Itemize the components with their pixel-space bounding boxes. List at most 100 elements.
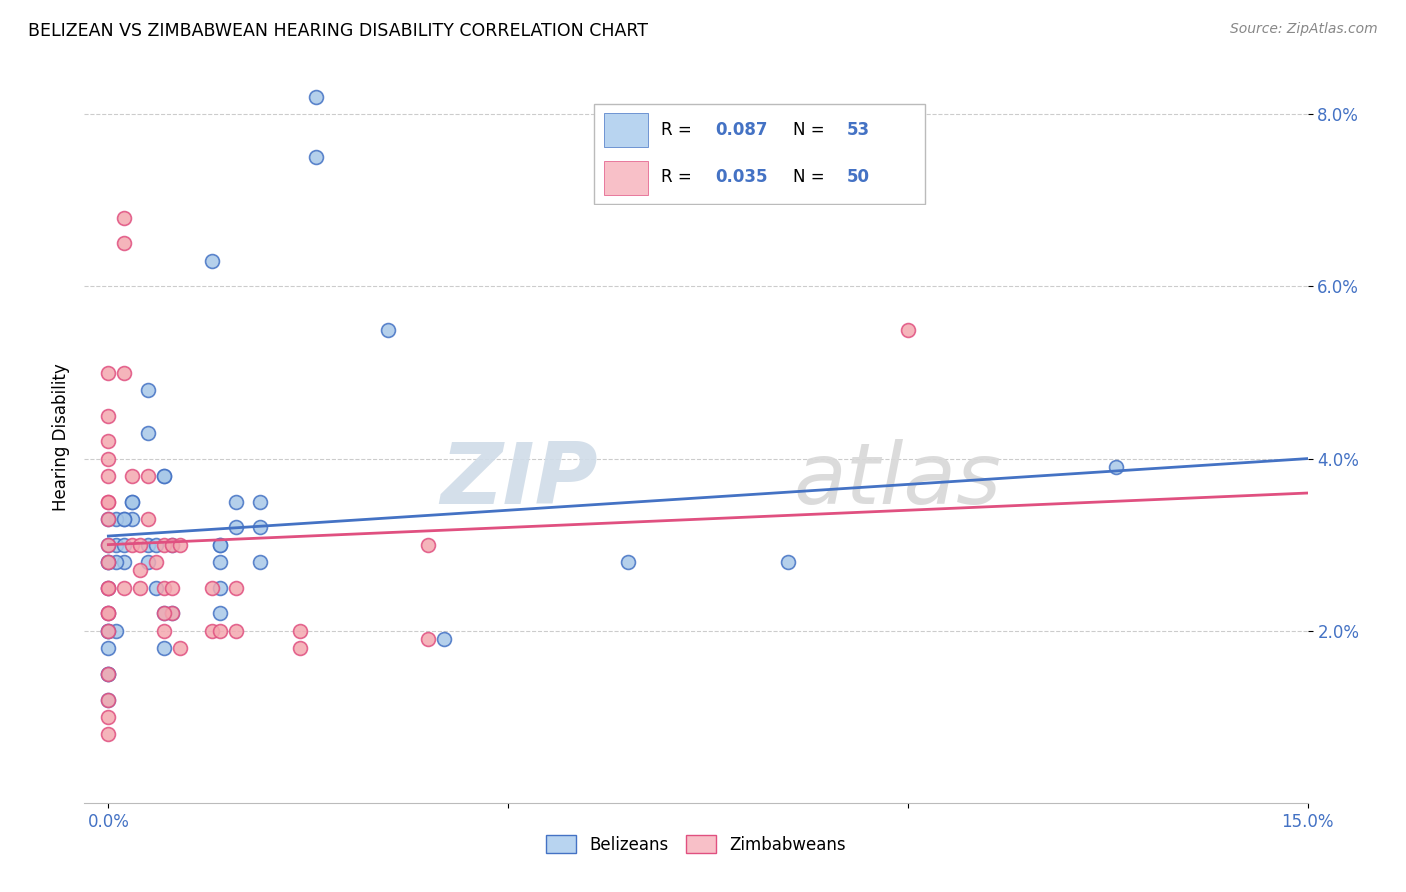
Point <box>249 494 271 508</box>
Text: 53: 53 <box>846 121 870 139</box>
Point <box>153 624 176 638</box>
Point <box>105 555 128 569</box>
Point <box>97 409 120 423</box>
Point <box>225 494 247 508</box>
Point <box>209 538 232 552</box>
Point <box>162 607 184 621</box>
Point <box>249 520 271 534</box>
Point <box>290 640 312 655</box>
Point <box>209 538 232 552</box>
Point <box>112 581 135 595</box>
Point <box>153 640 176 655</box>
Point <box>209 581 232 595</box>
Point <box>433 632 456 647</box>
Point <box>97 366 120 380</box>
Point <box>97 581 120 595</box>
Point <box>121 468 143 483</box>
FancyBboxPatch shape <box>593 103 925 204</box>
Point <box>153 607 176 621</box>
Text: 0.035: 0.035 <box>716 169 768 186</box>
Point <box>129 564 152 578</box>
Point <box>136 425 159 440</box>
Point <box>136 538 159 552</box>
Point <box>209 555 232 569</box>
Point <box>105 538 128 552</box>
Point <box>776 555 799 569</box>
Text: N =: N = <box>793 121 830 139</box>
Point <box>97 451 120 466</box>
Point <box>112 211 135 225</box>
Point <box>617 555 640 569</box>
Point <box>418 632 440 647</box>
Point <box>121 538 143 552</box>
Point <box>121 512 143 526</box>
Point <box>121 494 143 508</box>
Point <box>112 555 135 569</box>
Point <box>201 581 224 595</box>
Point <box>97 494 120 508</box>
Point <box>201 253 224 268</box>
Point <box>112 512 135 526</box>
Point <box>97 692 120 706</box>
Text: 0.087: 0.087 <box>716 121 768 139</box>
Point <box>112 236 135 251</box>
Point <box>97 607 120 621</box>
Point <box>162 607 184 621</box>
Text: R =: R = <box>661 169 697 186</box>
Point <box>136 512 159 526</box>
Point <box>97 640 120 655</box>
Point <box>377 322 399 336</box>
Point <box>145 555 167 569</box>
Point <box>97 538 120 552</box>
Point <box>97 512 120 526</box>
Point <box>162 538 184 552</box>
Point <box>897 322 920 336</box>
Point <box>136 555 159 569</box>
Point <box>97 607 120 621</box>
Point <box>162 581 184 595</box>
Point <box>97 666 120 681</box>
Point <box>97 607 120 621</box>
Text: ZIP: ZIP <box>440 440 598 523</box>
Point <box>97 434 120 449</box>
Legend: Belizeans, Zimbabweans: Belizeans, Zimbabweans <box>540 829 852 860</box>
Point <box>97 512 120 526</box>
Point <box>97 624 120 638</box>
Point <box>162 538 184 552</box>
Point <box>97 555 120 569</box>
Point <box>136 468 159 483</box>
Point <box>97 624 120 638</box>
Text: BELIZEAN VS ZIMBABWEAN HEARING DISABILITY CORRELATION CHART: BELIZEAN VS ZIMBABWEAN HEARING DISABILIT… <box>28 22 648 40</box>
Point <box>112 366 135 380</box>
Point <box>418 538 440 552</box>
Point <box>153 468 176 483</box>
Point <box>97 468 120 483</box>
Point <box>97 494 120 508</box>
Point <box>225 520 247 534</box>
Point <box>1105 460 1128 475</box>
Point <box>136 383 159 397</box>
Point <box>225 581 247 595</box>
Point <box>112 538 135 552</box>
Text: 50: 50 <box>846 169 870 186</box>
Point <box>145 581 167 595</box>
Bar <box>605 161 648 194</box>
Point <box>153 468 176 483</box>
Point <box>105 512 128 526</box>
Point <box>97 581 120 595</box>
Point <box>112 512 135 526</box>
Point <box>97 555 120 569</box>
Point <box>305 150 328 164</box>
Point <box>97 581 120 595</box>
Point <box>153 607 176 621</box>
Point <box>169 640 191 655</box>
Text: N =: N = <box>793 169 830 186</box>
Point <box>305 90 328 104</box>
Point <box>153 581 176 595</box>
Point <box>97 538 120 552</box>
Point <box>97 710 120 724</box>
Text: atlas: atlas <box>794 440 1002 523</box>
Point <box>97 666 120 681</box>
Point <box>225 624 247 638</box>
Point <box>97 727 120 741</box>
